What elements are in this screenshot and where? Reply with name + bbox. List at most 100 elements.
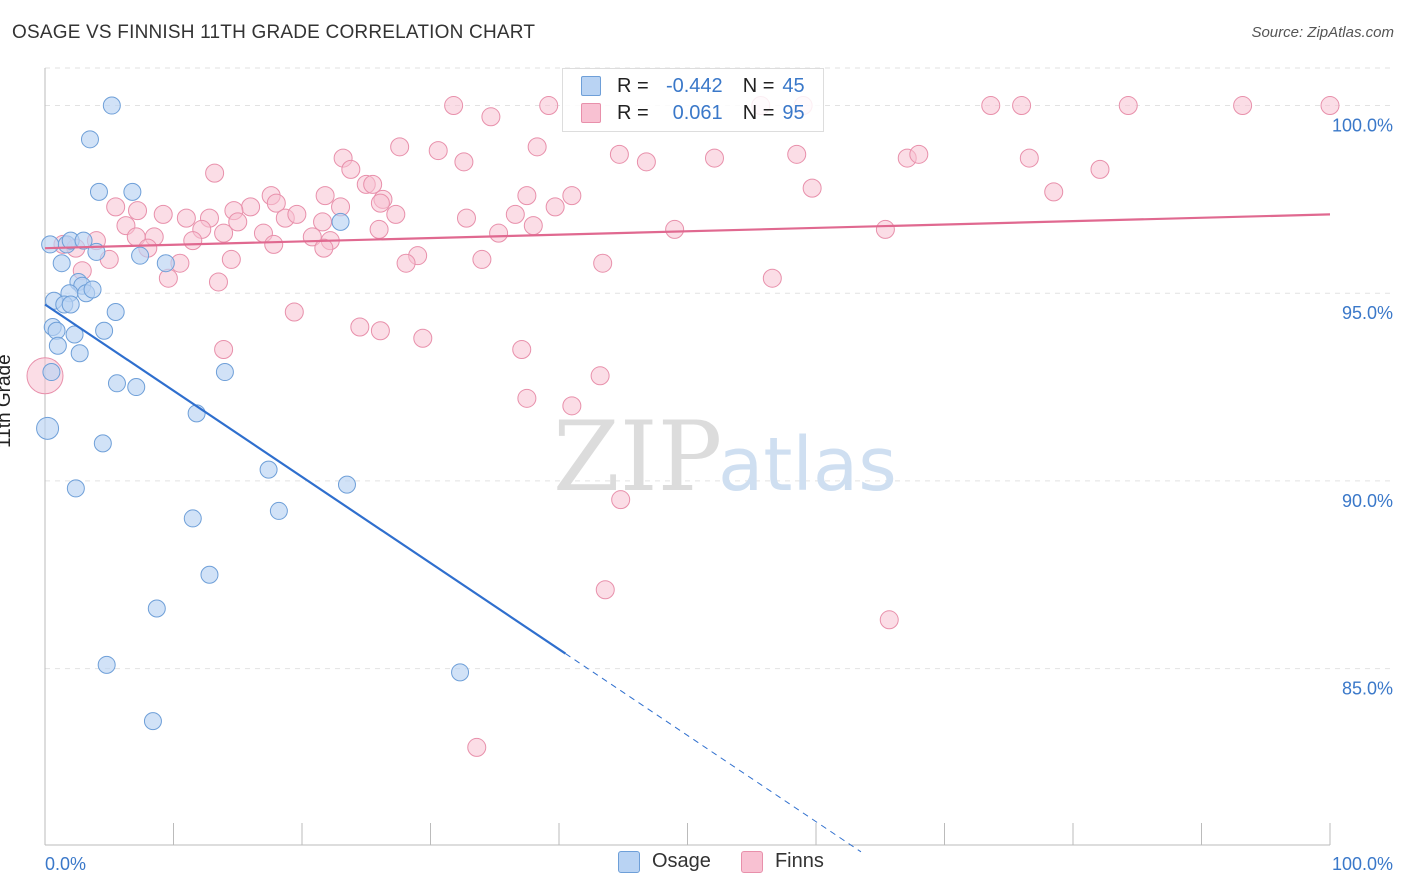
watermark-atlas: atlas	[718, 422, 897, 508]
osage-legend-swatch	[618, 850, 640, 873]
finns-point	[512, 340, 532, 360]
finns-point	[341, 159, 361, 179]
finns-point	[315, 186, 335, 206]
finns-point	[665, 219, 685, 239]
finns-point	[1044, 182, 1064, 202]
finns-point	[1320, 96, 1340, 116]
osage-point	[337, 475, 356, 494]
finns-point	[456, 208, 476, 228]
osage-point	[70, 344, 89, 363]
finns-point	[704, 148, 724, 168]
osage-point	[65, 325, 84, 344]
finns-point	[1012, 96, 1032, 116]
osage-point	[331, 212, 350, 231]
osage-point	[259, 460, 278, 479]
finns-point	[214, 340, 234, 360]
osage-swatch	[581, 76, 601, 96]
finns-point	[762, 268, 782, 288]
finns-point	[266, 193, 286, 213]
osage-point	[269, 501, 288, 520]
finns-point	[467, 737, 487, 757]
finns-point	[523, 216, 543, 236]
osage-point	[107, 374, 126, 393]
finns-point	[386, 204, 406, 224]
legend-item-finns[interactable]: Finns	[740, 850, 824, 873]
finns-point	[562, 186, 582, 206]
finns-n-value: 95	[782, 101, 805, 124]
finns-point	[363, 174, 383, 194]
finns-swatch	[581, 103, 601, 123]
osage-point	[52, 254, 71, 273]
finns-point	[208, 272, 228, 292]
finns-point	[314, 238, 334, 258]
finns-point	[527, 137, 547, 157]
finns-point	[539, 96, 559, 116]
finns-r-label: R =	[617, 101, 649, 124]
legend-row-finns: R = 0.061 N = 95	[581, 102, 805, 124]
finns-point	[1090, 159, 1110, 179]
finns-n-label: N =	[742, 101, 775, 124]
finns-point	[205, 163, 225, 183]
osage-point	[215, 363, 234, 382]
finns-point	[1019, 148, 1039, 168]
source-label: Source: ZipAtlas.com	[1251, 24, 1394, 41]
finns-point	[517, 388, 537, 408]
finns-point	[370, 321, 390, 341]
finns-point	[369, 219, 389, 239]
series-legend: Osage Finns	[618, 850, 854, 873]
finns-point	[481, 107, 501, 127]
finns-point	[183, 231, 203, 251]
finns-point	[879, 610, 899, 630]
finns-point	[264, 234, 284, 254]
osage-point	[66, 479, 85, 498]
osage-point	[451, 663, 470, 682]
finns-point	[595, 580, 615, 600]
finns-point	[489, 223, 509, 243]
x-tick-label: 0.0%	[45, 854, 86, 874]
y-tick-label: 100.0%	[1332, 116, 1393, 136]
osage-point	[89, 182, 108, 201]
finns-point	[428, 141, 448, 161]
finns-point	[370, 193, 390, 213]
osage-n-label: N =	[742, 74, 775, 97]
watermark-zip: ZIP	[553, 401, 722, 513]
y-tick-label: 90.0%	[1342, 491, 1393, 511]
finns-point	[287, 204, 307, 224]
osage-point	[47, 321, 66, 340]
legend-row-osage: R = -0.442 N = 45	[581, 75, 805, 97]
osage-point	[61, 295, 80, 314]
osage-point	[147, 599, 166, 618]
finns-point	[593, 253, 613, 273]
osage-point	[156, 254, 175, 273]
y-axis-label: 11th Grade	[0, 354, 15, 448]
finns-point	[390, 137, 410, 157]
finns-point	[636, 152, 656, 172]
finns-point	[413, 328, 433, 348]
osage-trend-line	[44, 303, 567, 655]
finns-point	[981, 96, 1001, 116]
osage-n-value: 45	[782, 74, 805, 97]
finns-point	[176, 208, 196, 228]
finns-point	[106, 197, 126, 217]
finns-point	[158, 268, 178, 288]
osage-point	[48, 336, 67, 355]
osage-point	[83, 280, 102, 299]
y-tick-label: 85.0%	[1342, 679, 1393, 699]
legend-item-osage[interactable]: Osage	[618, 850, 711, 873]
osage-point	[93, 434, 112, 453]
finns-point	[313, 212, 333, 232]
finns-point	[787, 144, 807, 164]
finns-point	[609, 144, 629, 164]
finns-r-value: 0.061	[672, 101, 723, 124]
chart-title: OSAGE VS FINNISH 11TH GRADE CORRELATION …	[12, 22, 536, 43]
tick-labels: 85.0% 90.0% 95.0% 100.0% 0.0% 100.0%	[45, 116, 1393, 874]
osage-point	[123, 182, 142, 201]
axes	[44, 68, 1331, 846]
finns-point	[444, 96, 464, 116]
osage-point	[102, 96, 121, 115]
finns-point	[802, 178, 822, 198]
finns-point	[909, 144, 929, 164]
osage-point	[36, 416, 60, 440]
finns-point	[454, 152, 474, 172]
finns-point	[505, 204, 525, 224]
